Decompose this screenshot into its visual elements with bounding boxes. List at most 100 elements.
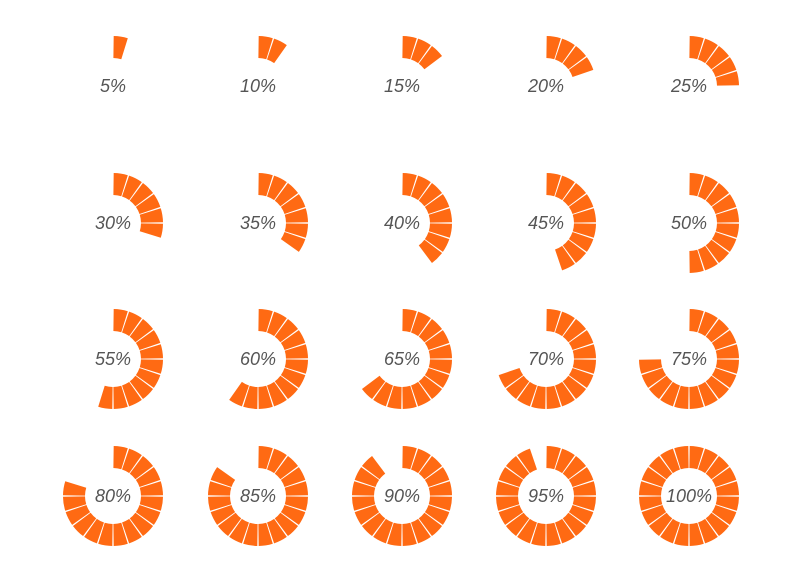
ring-segment <box>711 194 737 214</box>
progress-percent-label: 70% <box>527 349 565 369</box>
ring-segment <box>689 522 704 546</box>
ring-segment <box>572 223 596 238</box>
ring-segment <box>267 311 287 337</box>
ring-segment <box>135 330 161 350</box>
ring-segment <box>498 505 524 525</box>
ring-segment <box>639 496 663 511</box>
ring-segment <box>531 385 546 409</box>
ring-segment <box>361 512 386 537</box>
ring-segment <box>418 239 443 264</box>
ring-segment <box>113 522 128 546</box>
ring-segment <box>705 182 730 207</box>
ring-segment <box>711 467 737 487</box>
progress-percent-label: 90% <box>383 486 421 506</box>
ring-segment <box>280 467 306 487</box>
ring-segment <box>674 446 689 470</box>
ring-segment <box>229 518 249 544</box>
ring-segment <box>715 223 739 238</box>
ring-segment <box>705 455 730 480</box>
ring-segment <box>531 522 546 546</box>
progress-ring-graphic <box>361 309 452 409</box>
ring-segment <box>428 481 452 496</box>
ring-segment <box>280 368 306 388</box>
ring-segment <box>354 467 380 487</box>
ring-segment <box>280 505 306 525</box>
ring-segment <box>698 175 718 201</box>
progress-ring: 50% <box>634 168 744 278</box>
progress-ring-graphic <box>639 309 739 409</box>
ring-segment <box>210 505 236 525</box>
progress-percent-label: 80% <box>94 486 132 506</box>
ring-segment <box>568 330 594 350</box>
ring-segment <box>660 518 680 544</box>
ring-segment <box>555 448 575 474</box>
ring-segment <box>562 455 587 480</box>
ring-segment <box>572 496 596 511</box>
progress-ring: 75% <box>634 304 744 414</box>
ring-segment <box>258 173 273 197</box>
ring-segment <box>274 182 299 207</box>
progress-ring: 25% <box>634 31 744 141</box>
ring-segment <box>674 522 689 546</box>
progress-percent-label: 85% <box>239 486 277 506</box>
ring-segment <box>660 448 680 474</box>
progress-ring: 60% <box>203 304 313 414</box>
progress-ring: 45% <box>491 168 601 278</box>
ring-segment <box>711 505 737 525</box>
ring-segment <box>641 467 667 487</box>
ring-segment <box>424 232 450 252</box>
ring-segment <box>424 330 450 350</box>
ring-segment <box>689 446 704 470</box>
ring-segment <box>568 368 594 388</box>
progress-ring-graphic <box>113 36 128 60</box>
progress-ring: 30% <box>58 168 168 278</box>
ring-segment <box>715 71 739 86</box>
ring-segment <box>65 505 91 525</box>
ring-segment <box>258 36 273 60</box>
ring-segment <box>555 38 575 64</box>
progress-ring: 95% <box>491 441 601 551</box>
progress-ring-graphic <box>402 173 452 264</box>
progress-percent-label: 20% <box>527 76 565 96</box>
ring-segment <box>689 173 704 197</box>
ring-segment <box>402 522 417 546</box>
ring-segment <box>546 309 561 333</box>
ring-segment <box>284 359 308 374</box>
ring-segment <box>424 368 450 388</box>
ring-segment <box>352 496 376 511</box>
progress-ring: 10% <box>203 31 313 141</box>
ring-segment <box>418 182 443 207</box>
progress-ring-graphic <box>498 309 596 409</box>
ring-segment <box>562 318 587 343</box>
ring-segment <box>418 455 443 480</box>
ring-segment <box>354 505 380 525</box>
ring-segment <box>122 311 142 337</box>
ring-segment <box>698 448 718 474</box>
ring-segment <box>113 446 128 470</box>
ring-segment <box>568 232 594 252</box>
ring-segment <box>711 232 737 252</box>
ring-segment <box>705 239 730 264</box>
ring-segment <box>641 505 667 525</box>
ring-segment <box>274 375 299 400</box>
progress-percent-label: 10% <box>239 76 277 96</box>
ring-segment <box>517 381 537 407</box>
progress-ring: 35% <box>203 168 313 278</box>
ring-segment <box>267 448 287 474</box>
ring-segment <box>411 311 431 337</box>
progress-ring: 80% <box>58 441 168 551</box>
ring-segment <box>284 344 308 359</box>
progress-ring-graphic <box>258 173 308 252</box>
ring-segment <box>496 496 520 511</box>
ring-segment <box>243 522 258 546</box>
progress-percent-label: 15% <box>383 76 421 96</box>
ring-segment <box>139 359 163 374</box>
ring-segment <box>258 522 273 546</box>
ring-segment <box>517 448 537 474</box>
progress-ring: 100% <box>634 441 744 551</box>
ring-segment <box>639 359 663 374</box>
ring-segment <box>129 455 154 480</box>
ring-segment <box>546 36 561 60</box>
ring-segment <box>505 512 530 537</box>
progress-percent-label: 50% <box>670 213 708 233</box>
